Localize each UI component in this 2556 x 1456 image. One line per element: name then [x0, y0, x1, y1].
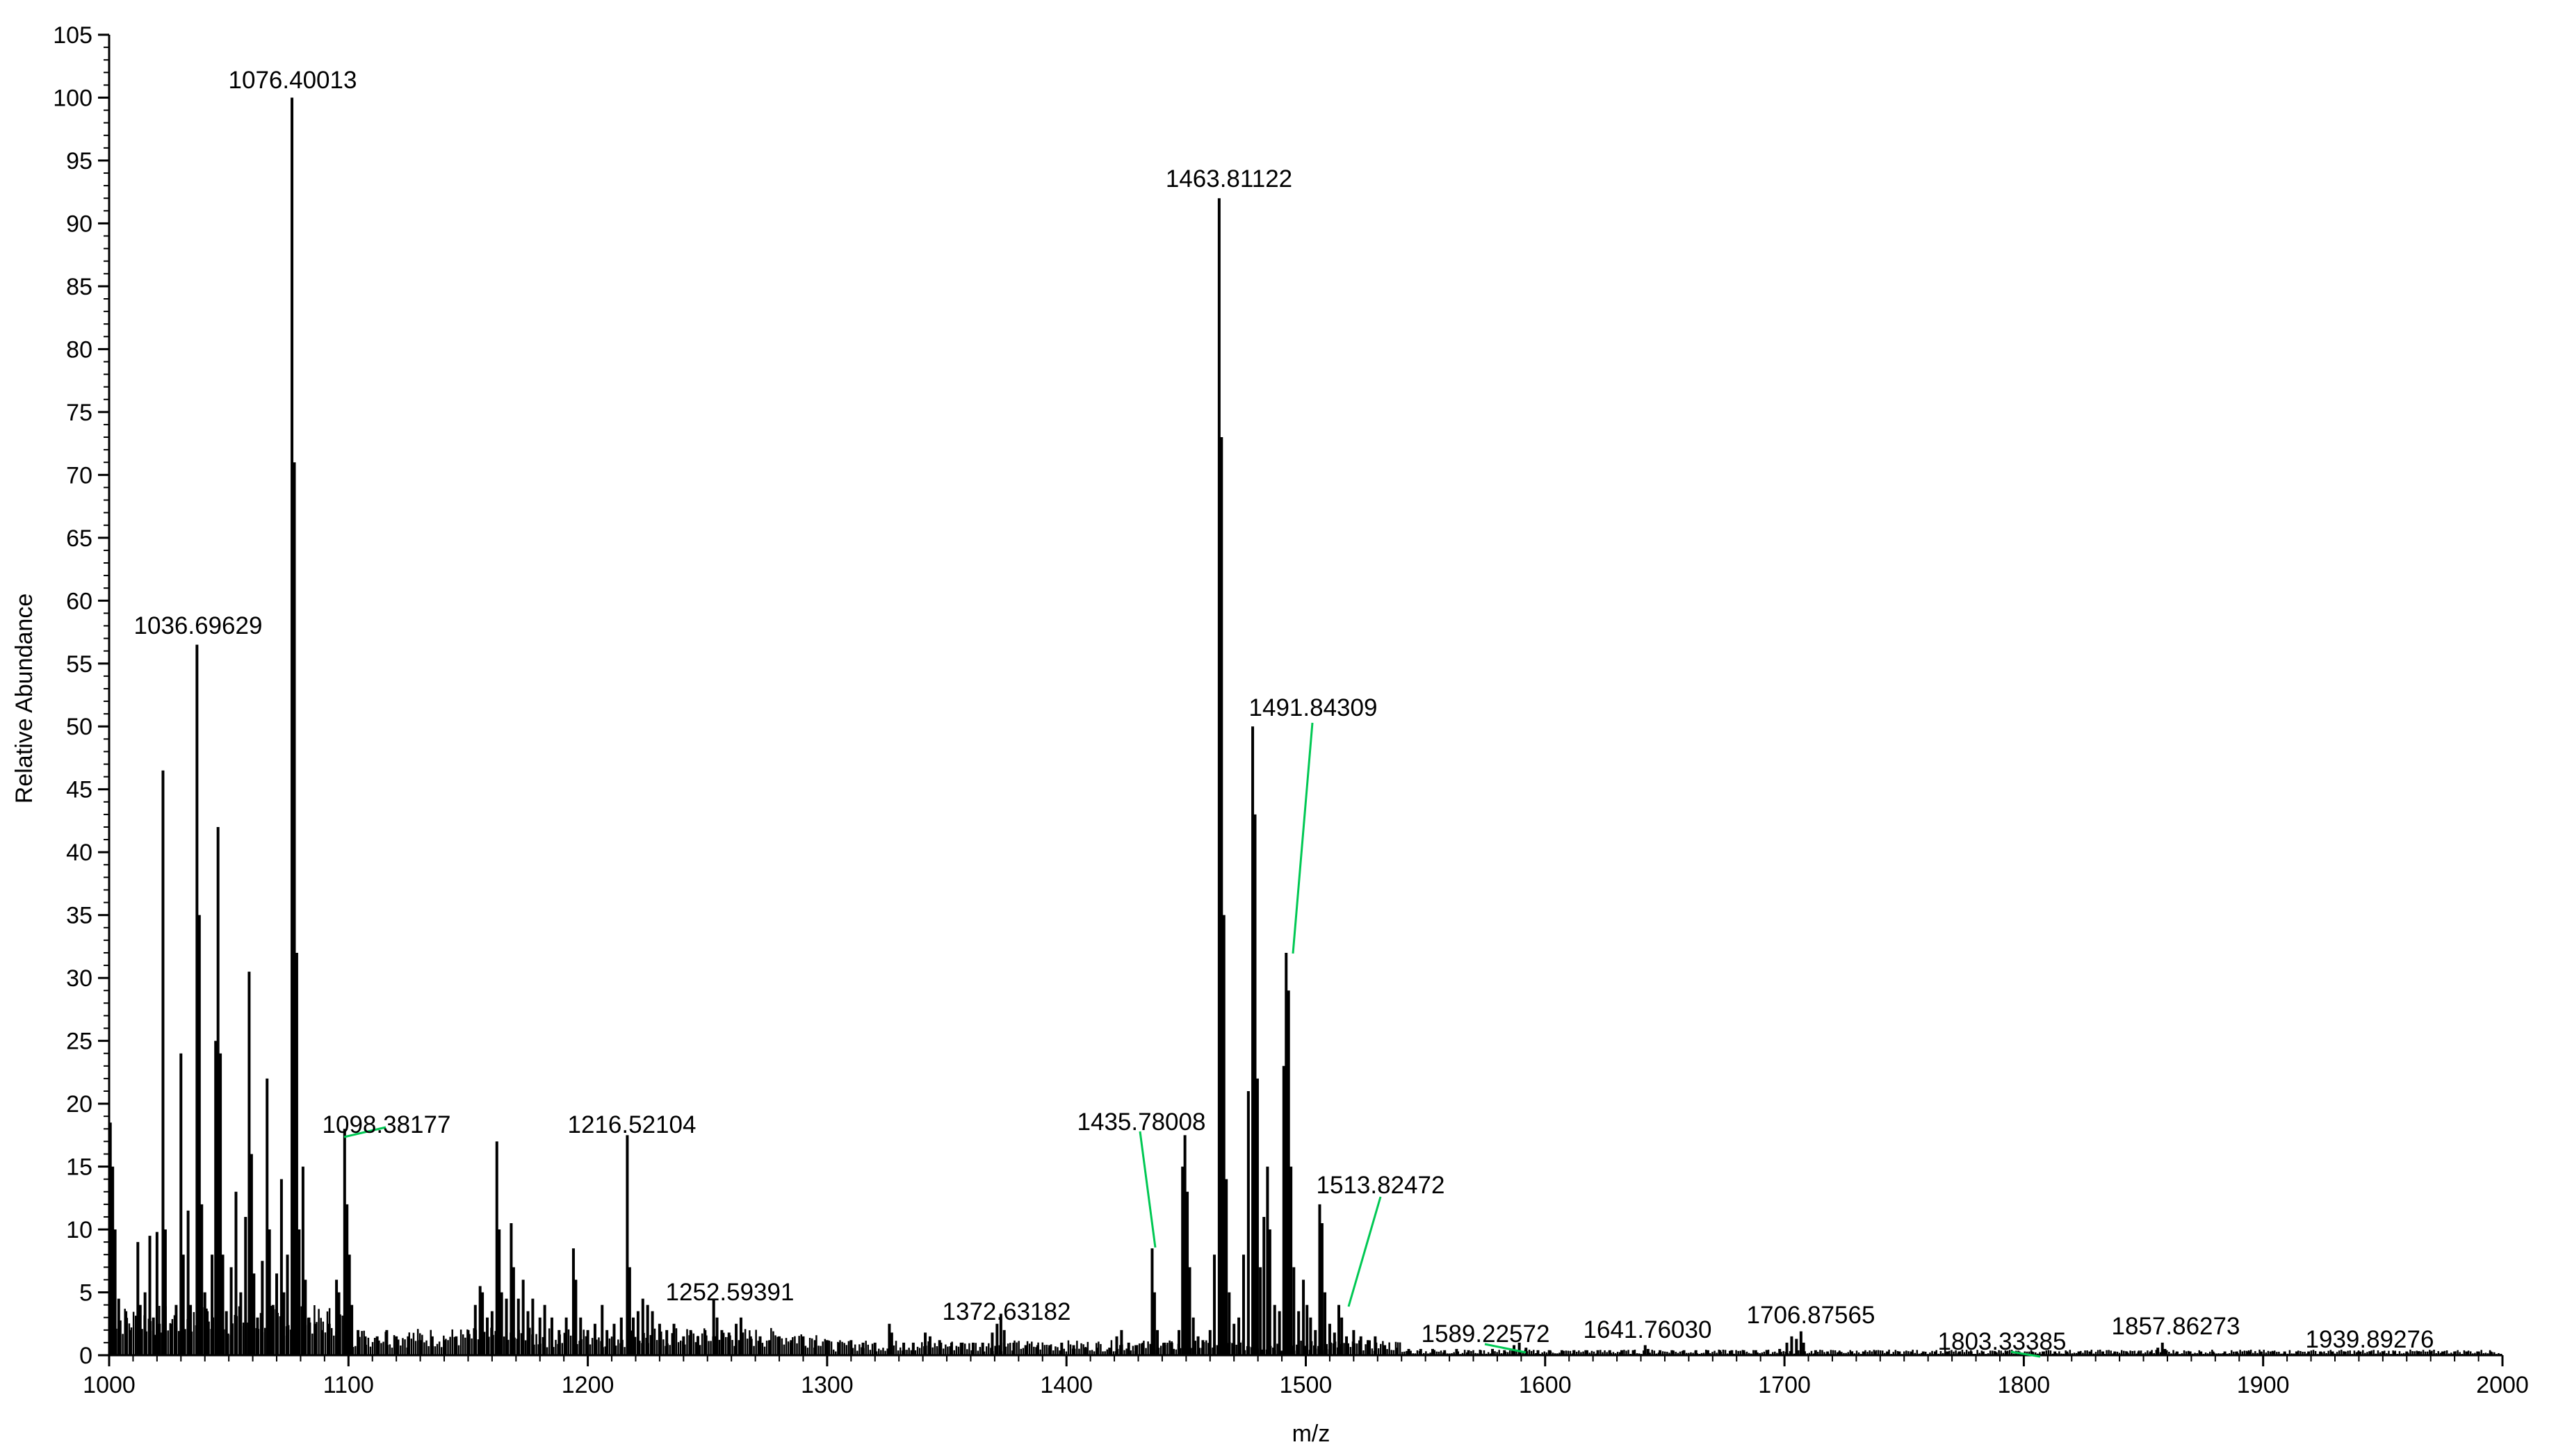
peak-labels: 1036.69629 1076.40013 1098.38177 1216.52104…: [134, 67, 2434, 1355]
leader-line: [1292, 722, 1314, 954]
peak-label: 1939.89276: [2306, 1326, 2434, 1353]
y-tick-label: 95: [66, 148, 92, 174]
x-tick-label: 1900: [2237, 1372, 2290, 1398]
y-tick-label: 75: [66, 400, 92, 426]
y-tick-label: 15: [66, 1154, 92, 1181]
x-tick-label: 1700: [1758, 1372, 1811, 1398]
y-tick-label: 45: [66, 777, 92, 803]
y-tick-label: 30: [66, 965, 92, 992]
y-tick-label: 55: [66, 651, 92, 678]
peak-label: 1513.82472: [1317, 1172, 1445, 1199]
peak-label: 1463.81122: [1166, 165, 1292, 193]
y-tick-label: 10: [66, 1217, 92, 1243]
leader-line: [1347, 1196, 1382, 1307]
y-tick-label: 100: [53, 85, 92, 111]
peak-label: 1435.78008: [1077, 1109, 1206, 1136]
x-ticks: 1000 1100 1200 1300 1400 1500 1600 1700 1800 1900…: [83, 1355, 2529, 1398]
leader-line: [343, 1126, 386, 1138]
peak-label: 1098.38177: [323, 1111, 451, 1138]
y-tick-label: 70: [66, 462, 92, 489]
x-tick-label: 1600: [1519, 1372, 1572, 1398]
y-tick-label: 20: [66, 1091, 92, 1118]
peak-label: 1589.22572: [1422, 1320, 1550, 1348]
y-tick-label: 60: [66, 588, 92, 614]
peak-label: 1036.69629: [134, 612, 263, 639]
y-tick-label: 85: [66, 274, 92, 300]
leader-line: [1139, 1131, 1157, 1248]
peak-label: 1372.63182: [943, 1298, 1071, 1325]
peak-label: 1857.86273: [2112, 1313, 2240, 1340]
y-tick-label: 90: [66, 211, 92, 237]
y-ticks: 0 5 10 15 20 25 30 35 40 45 50 55 60 65 70 75 80 85 90 95 10…: [53, 22, 109, 1369]
peak-label: 1803.33385: [1938, 1328, 2067, 1355]
leader-line: [2010, 1350, 2041, 1358]
y-tick-label: 50: [66, 714, 92, 740]
y-tick-label: 80: [66, 336, 92, 363]
y-axis-title: Relative Abundance: [11, 594, 38, 803]
label-leader-lines: [343, 722, 2041, 1358]
x-tick-label: 1300: [801, 1372, 854, 1398]
x-tick-label: 1400: [1040, 1372, 1093, 1398]
x-tick-label: 2000: [2476, 1372, 2529, 1398]
peak-label: 1641.76030: [1584, 1316, 1712, 1343]
peak-label: 1706.87565: [1747, 1302, 1875, 1329]
y-tick-label: 40: [66, 840, 92, 866]
peak-label: 1216.52104: [568, 1111, 697, 1138]
peak-label: 1076.40013: [229, 67, 357, 94]
peak-label: 1491.84309: [1249, 694, 1378, 721]
x-tick-label: 1800: [1998, 1372, 2051, 1398]
y-tick-label: 35: [66, 903, 92, 929]
y-tick-label: 65: [66, 525, 92, 552]
x-tick-label: 1000: [83, 1372, 136, 1398]
y-tick-label: 0: [79, 1343, 92, 1369]
y-tick-label: 5: [79, 1280, 92, 1307]
y-tick-label: 25: [66, 1029, 92, 1055]
x-tick-label: 1100: [323, 1372, 374, 1398]
peak-label: 1252.59391: [666, 1279, 795, 1306]
y-tick-label: 105: [53, 22, 92, 49]
leader-line: [1484, 1343, 1527, 1354]
x-axis-title: m/z: [1292, 1421, 1330, 1447]
x-tick-label: 1200: [562, 1372, 614, 1398]
spectrum-peaks: [108, 97, 2502, 1355]
x-tick-label: 1500: [1280, 1372, 1333, 1398]
